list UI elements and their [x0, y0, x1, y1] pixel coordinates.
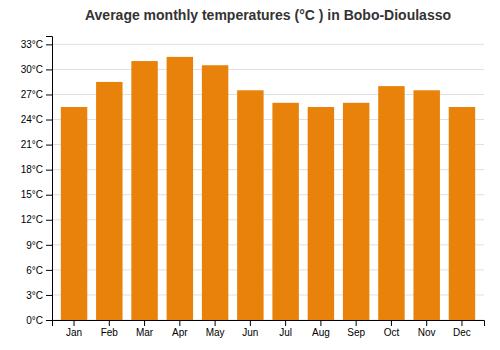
- bar: [308, 107, 334, 320]
- bar: [272, 103, 298, 320]
- x-tick-mark: [320, 320, 321, 326]
- y-tick-label: 21°C: [21, 139, 43, 150]
- x-tick: Oct: [384, 320, 400, 338]
- bar: [237, 90, 263, 320]
- y-tick: 6°C: [26, 265, 52, 276]
- x-tick-mark: [391, 320, 392, 326]
- x-tick: Jun: [242, 320, 258, 338]
- grid-line: [52, 44, 484, 45]
- x-tick: Nov: [418, 320, 436, 338]
- bar: [343, 103, 369, 320]
- x-tick: Apr: [172, 320, 188, 338]
- x-tick: Sep: [347, 320, 365, 338]
- x-tick: Jan: [66, 320, 82, 338]
- y-tick-mark: [46, 245, 52, 246]
- y-tick: 15°C: [21, 189, 52, 200]
- y-tick-mark: [46, 170, 52, 171]
- x-tick: Mar: [136, 320, 154, 338]
- x-tick-label: Mar: [136, 327, 154, 338]
- y-tick-label: 6°C: [26, 265, 43, 276]
- x-tick-mark: [285, 320, 286, 326]
- x-tick-label: Jun: [242, 327, 258, 338]
- y-tick-label: 33°C: [21, 39, 43, 50]
- x-tick-label: Nov: [418, 327, 436, 338]
- x-tick: Jul: [279, 320, 292, 338]
- x-tick: Aug: [312, 320, 330, 338]
- x-tick-mark: [215, 320, 216, 326]
- bar: [449, 107, 475, 320]
- bar: [96, 82, 122, 320]
- y-tick-mark: [46, 320, 52, 321]
- title: Average monthly temperatures (°C ) in Bo…: [85, 7, 451, 23]
- y-tick-mark: [46, 270, 52, 271]
- x-tick: May: [206, 320, 225, 338]
- chart-container: 0°C 3°C 6°C 9°C 12°C 15°C 18°C 21°C 24°C 27°C 30°C…: [0, 0, 500, 350]
- y-tick-mark: [46, 44, 52, 45]
- y-tick-label: 12°C: [21, 214, 43, 225]
- bar: [202, 65, 228, 320]
- chart-svg: 0°C 3°C 6°C 9°C 12°C 15°C 18°C 21°C 24°C 27°C 30°C…: [0, 0, 500, 350]
- x-tick-label: May: [206, 327, 225, 338]
- y-tick: 3°C: [26, 290, 52, 301]
- y-tick-label: 24°C: [21, 114, 43, 125]
- y-tick: 30°C: [21, 64, 52, 75]
- x-tick-mark: [250, 320, 251, 326]
- y-tick-mark: [46, 295, 52, 296]
- x-tick-label: Jan: [66, 327, 82, 338]
- y-tick: 27°C: [21, 89, 52, 100]
- x-tick-label: Dec: [453, 327, 471, 338]
- y-axis: 0°C 3°C 6°C 9°C 12°C 15°C 18°C 21°C 24°C 27°C 30°C…: [21, 37, 53, 326]
- y-tick-label: 18°C: [21, 164, 43, 175]
- bar: [413, 90, 439, 320]
- y-tick: 18°C: [21, 164, 52, 175]
- x-tick: Dec: [453, 320, 471, 338]
- x-tick-label: Oct: [384, 327, 400, 338]
- y-tick-label: 15°C: [21, 189, 43, 200]
- plot-area: [61, 57, 475, 320]
- x-tick-label: Feb: [101, 327, 119, 338]
- x-tick-mark: [461, 320, 462, 326]
- y-tick: 21°C: [21, 139, 52, 150]
- y-tick-label: 9°C: [26, 240, 43, 251]
- x-tick-mark: [179, 320, 180, 326]
- y-tick: 0°C: [26, 315, 52, 326]
- y-tick-mark: [46, 120, 52, 121]
- y-tick-mark: [46, 220, 52, 221]
- y-tick: 9°C: [26, 240, 52, 251]
- x-axis: Jan Feb Mar Apr May Jun Jul Aug Sep Oct Nov Dec: [53, 320, 485, 338]
- y-tick-mark: [46, 195, 52, 196]
- y-tick: 24°C: [21, 114, 52, 125]
- x-tick-label: Apr: [172, 327, 188, 338]
- bar: [131, 61, 157, 320]
- bar: [378, 86, 404, 320]
- x-tick-mark: [356, 320, 357, 326]
- x-tick-label: Jul: [279, 327, 292, 338]
- y-tick: 33°C: [21, 39, 52, 50]
- bar: [167, 57, 193, 320]
- y-tick-mark: [46, 94, 52, 95]
- y-tick-label: 3°C: [26, 290, 43, 301]
- y-axis-line: [46, 37, 53, 321]
- grid: [52, 44, 484, 320]
- y-tick-label: 0°C: [26, 315, 43, 326]
- x-tick-label: Sep: [347, 327, 365, 338]
- y-tick-mark: [46, 69, 52, 70]
- bar: [61, 107, 87, 320]
- x-tick-label: Aug: [312, 327, 330, 338]
- grid-line: [52, 69, 484, 70]
- x-tick-mark: [109, 320, 110, 326]
- x-axis-line: [53, 321, 485, 327]
- x-tick-mark: [426, 320, 427, 326]
- x-tick: Feb: [101, 320, 119, 338]
- y-tick-mark: [46, 145, 52, 146]
- y-tick-label: 27°C: [21, 89, 43, 100]
- x-tick-mark: [144, 320, 145, 326]
- y-tick: 12°C: [21, 214, 52, 225]
- y-tick-label: 30°C: [21, 64, 43, 75]
- x-tick-mark: [74, 320, 75, 326]
